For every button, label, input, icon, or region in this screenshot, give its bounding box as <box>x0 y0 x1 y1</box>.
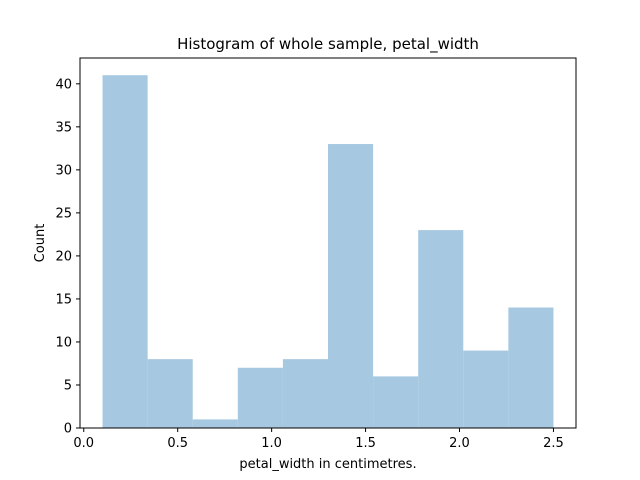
histogram-bars <box>102 75 554 429</box>
y-tick-label: 20 <box>55 249 72 264</box>
y-tick-label: 40 <box>55 77 72 92</box>
chart-title: Histogram of whole sample, petal_width <box>177 35 479 54</box>
x-axis-ticks: 0.0 0.5 1.0 1.5 2.0 2.5 <box>73 428 564 451</box>
x-tick-label: 1.5 <box>355 436 376 451</box>
y-axis-ticks: 0 5 10 15 20 25 30 35 40 <box>55 77 80 437</box>
y-tick-label: 15 <box>55 292 72 307</box>
histogram-bar <box>328 144 374 428</box>
histogram-bar <box>237 367 283 428</box>
histogram-bar <box>192 419 238 428</box>
x-tick-label: 0.5 <box>167 436 188 451</box>
x-axis-label: petal_width in centimetres. <box>239 457 416 472</box>
y-tick-label: 25 <box>55 206 72 221</box>
histogram-bar <box>418 230 464 428</box>
y-tick-label: 0 <box>64 422 72 437</box>
x-tick-label: 2.0 <box>449 436 470 451</box>
histogram-bar <box>373 376 419 428</box>
histogram-bar <box>102 75 148 429</box>
y-axis-label: Count <box>33 224 48 263</box>
x-tick-label: 2.5 <box>543 436 564 451</box>
y-tick-label: 30 <box>55 163 72 178</box>
x-tick-label: 0.0 <box>73 436 94 451</box>
histogram-bar <box>463 350 509 428</box>
y-tick-label: 10 <box>55 335 72 350</box>
x-tick-label: 1.0 <box>261 436 282 451</box>
histogram-bar <box>282 359 328 428</box>
plot-frame <box>79 57 577 429</box>
y-tick-label: 35 <box>55 120 72 135</box>
y-tick-label: 5 <box>64 378 72 393</box>
histogram-bar <box>147 359 193 428</box>
histogram-bar <box>508 307 554 428</box>
